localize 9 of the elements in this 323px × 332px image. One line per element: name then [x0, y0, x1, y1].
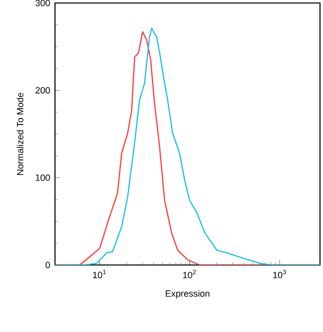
y-tick-label: 300 — [36, 0, 50, 6]
y-tick-label: 100 — [36, 174, 50, 181]
x-tick-label: 10$^{2}$ — [183, 270, 196, 278]
y-axis-title: Normalized To Mode — [16, 92, 24, 175]
x-tick-label: 10$^{3}$ — [273, 270, 286, 278]
y-tick-label: 0 — [46, 262, 50, 268]
x-axis-title: Expression — [166, 290, 210, 299]
x-tick-label: 10$^{1}$ — [93, 270, 106, 278]
y-tick-label: 200 — [36, 87, 50, 94]
